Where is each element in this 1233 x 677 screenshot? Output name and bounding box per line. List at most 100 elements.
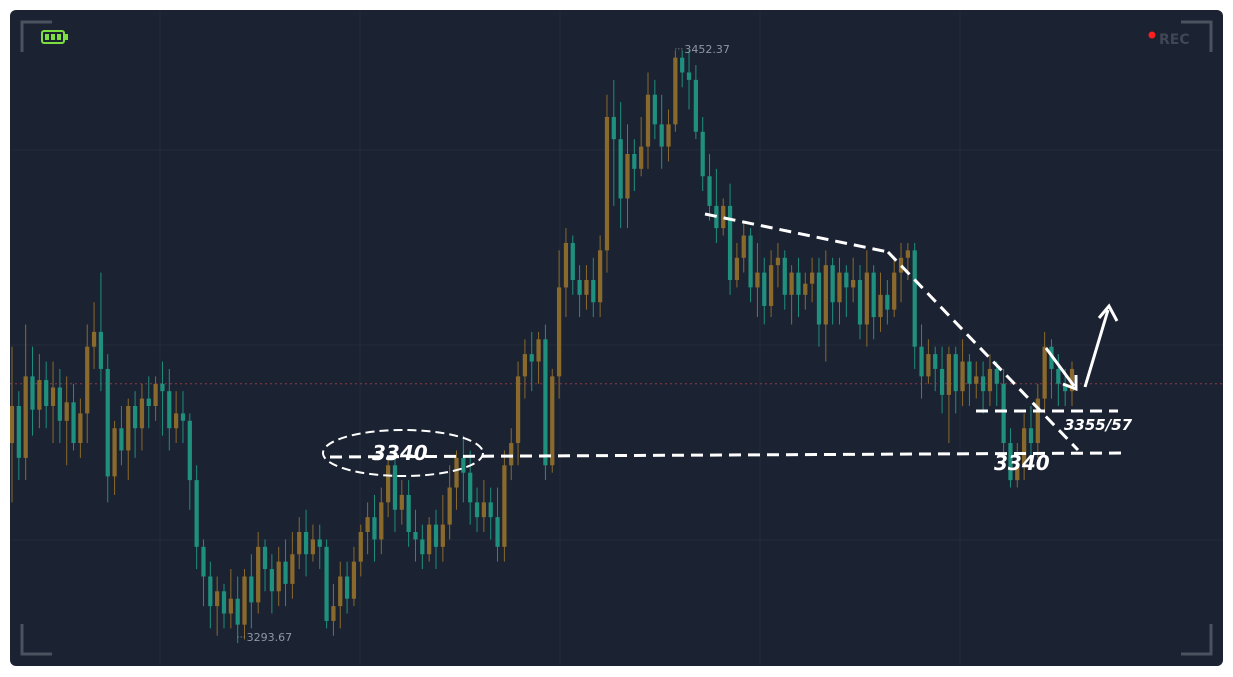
candle-body bbox=[1022, 428, 1027, 466]
candle bbox=[413, 509, 418, 562]
candle-body bbox=[830, 265, 835, 303]
candle-body bbox=[242, 576, 247, 625]
candle bbox=[310, 524, 316, 562]
candle-body bbox=[420, 539, 425, 555]
arrow-down-icon bbox=[1044, 347, 1078, 392]
candle-body bbox=[659, 124, 664, 147]
candle-body bbox=[303, 532, 309, 555]
candle-body bbox=[406, 494, 411, 532]
candle bbox=[194, 465, 199, 570]
candle bbox=[707, 154, 712, 221]
chart-panel: REC 3452.37 3293.67 3340 3340 3355/57 bbox=[10, 10, 1223, 666]
candle-body bbox=[98, 331, 104, 369]
candle-body bbox=[933, 354, 938, 369]
candle bbox=[550, 368, 555, 473]
rec-dot-icon bbox=[1148, 31, 1156, 39]
candle-body bbox=[686, 72, 692, 80]
candle bbox=[632, 139, 637, 192]
candle bbox=[857, 265, 863, 340]
grid-lines bbox=[10, 10, 1223, 666]
candle-body bbox=[885, 294, 890, 310]
candle bbox=[844, 265, 849, 318]
candle bbox=[297, 517, 302, 570]
corner-top-left bbox=[20, 20, 52, 52]
candle-body bbox=[837, 272, 842, 303]
candle-body bbox=[946, 354, 952, 395]
candle bbox=[878, 272, 883, 332]
candlestick-chart: REC 3452.37 3293.67 3340 3340 3355/57 bbox=[10, 10, 1223, 666]
candle bbox=[652, 79, 657, 140]
candle-body bbox=[153, 383, 158, 406]
corner-bottom-right bbox=[1181, 624, 1213, 656]
candle-body bbox=[488, 502, 493, 518]
candle-body bbox=[50, 387, 56, 406]
candle bbox=[392, 450, 398, 532]
candle bbox=[734, 242, 740, 288]
candle bbox=[126, 398, 131, 481]
candle-body bbox=[1001, 383, 1006, 444]
candle bbox=[187, 413, 192, 510]
candle bbox=[283, 539, 288, 607]
candle-body bbox=[78, 413, 83, 444]
candle bbox=[529, 331, 534, 392]
candle-body bbox=[987, 368, 993, 392]
candle bbox=[939, 346, 945, 414]
candle bbox=[215, 576, 220, 636]
support-label-left: 3340 bbox=[372, 441, 428, 465]
candle bbox=[509, 428, 514, 481]
candle bbox=[912, 242, 917, 369]
candle-body bbox=[803, 283, 808, 295]
candle bbox=[700, 116, 705, 192]
candle-body bbox=[399, 494, 404, 510]
candle-body bbox=[707, 176, 712, 206]
candle-body bbox=[1056, 368, 1061, 384]
candle bbox=[768, 250, 774, 318]
candle bbox=[37, 354, 42, 429]
trendline-upper bbox=[704, 212, 889, 254]
candle bbox=[522, 339, 528, 399]
candle bbox=[714, 168, 719, 243]
candle-body bbox=[700, 131, 705, 177]
candle-body bbox=[926, 354, 931, 377]
candle-body bbox=[905, 250, 910, 258]
candle-body bbox=[632, 154, 637, 169]
corner-top-right bbox=[1181, 20, 1213, 52]
annotations: 3340 3340 3355/57 bbox=[322, 212, 1133, 477]
candle bbox=[625, 124, 630, 229]
candle bbox=[365, 502, 370, 555]
candle-body bbox=[721, 205, 726, 229]
candle-body bbox=[126, 406, 131, 451]
candle-body bbox=[249, 576, 254, 603]
candle bbox=[180, 391, 186, 444]
candle bbox=[50, 361, 56, 444]
candle-body bbox=[386, 465, 391, 503]
candle-body bbox=[878, 294, 883, 318]
candle bbox=[926, 339, 931, 384]
candle-body bbox=[748, 235, 753, 288]
candle-body bbox=[276, 561, 281, 592]
candle-body bbox=[871, 272, 876, 318]
candle bbox=[1001, 368, 1006, 466]
candle-body bbox=[262, 546, 268, 570]
candle bbox=[221, 583, 227, 629]
candle bbox=[160, 361, 165, 436]
candle-body bbox=[372, 517, 377, 540]
candle-body bbox=[502, 465, 507, 547]
candle-body bbox=[139, 398, 145, 429]
candle bbox=[871, 265, 876, 340]
candle bbox=[420, 524, 425, 570]
candle-body bbox=[919, 346, 924, 377]
candle bbox=[146, 376, 151, 429]
candle-body bbox=[71, 402, 76, 444]
candle-body bbox=[611, 116, 616, 140]
candle bbox=[837, 257, 842, 325]
candle-body bbox=[30, 376, 35, 410]
candle bbox=[515, 361, 521, 466]
candle bbox=[1049, 339, 1054, 399]
candle-body bbox=[755, 272, 760, 288]
candle-body bbox=[912, 250, 917, 347]
candle bbox=[686, 50, 692, 110]
candle-body bbox=[1042, 346, 1047, 399]
candle bbox=[796, 257, 801, 318]
candle bbox=[898, 242, 904, 303]
